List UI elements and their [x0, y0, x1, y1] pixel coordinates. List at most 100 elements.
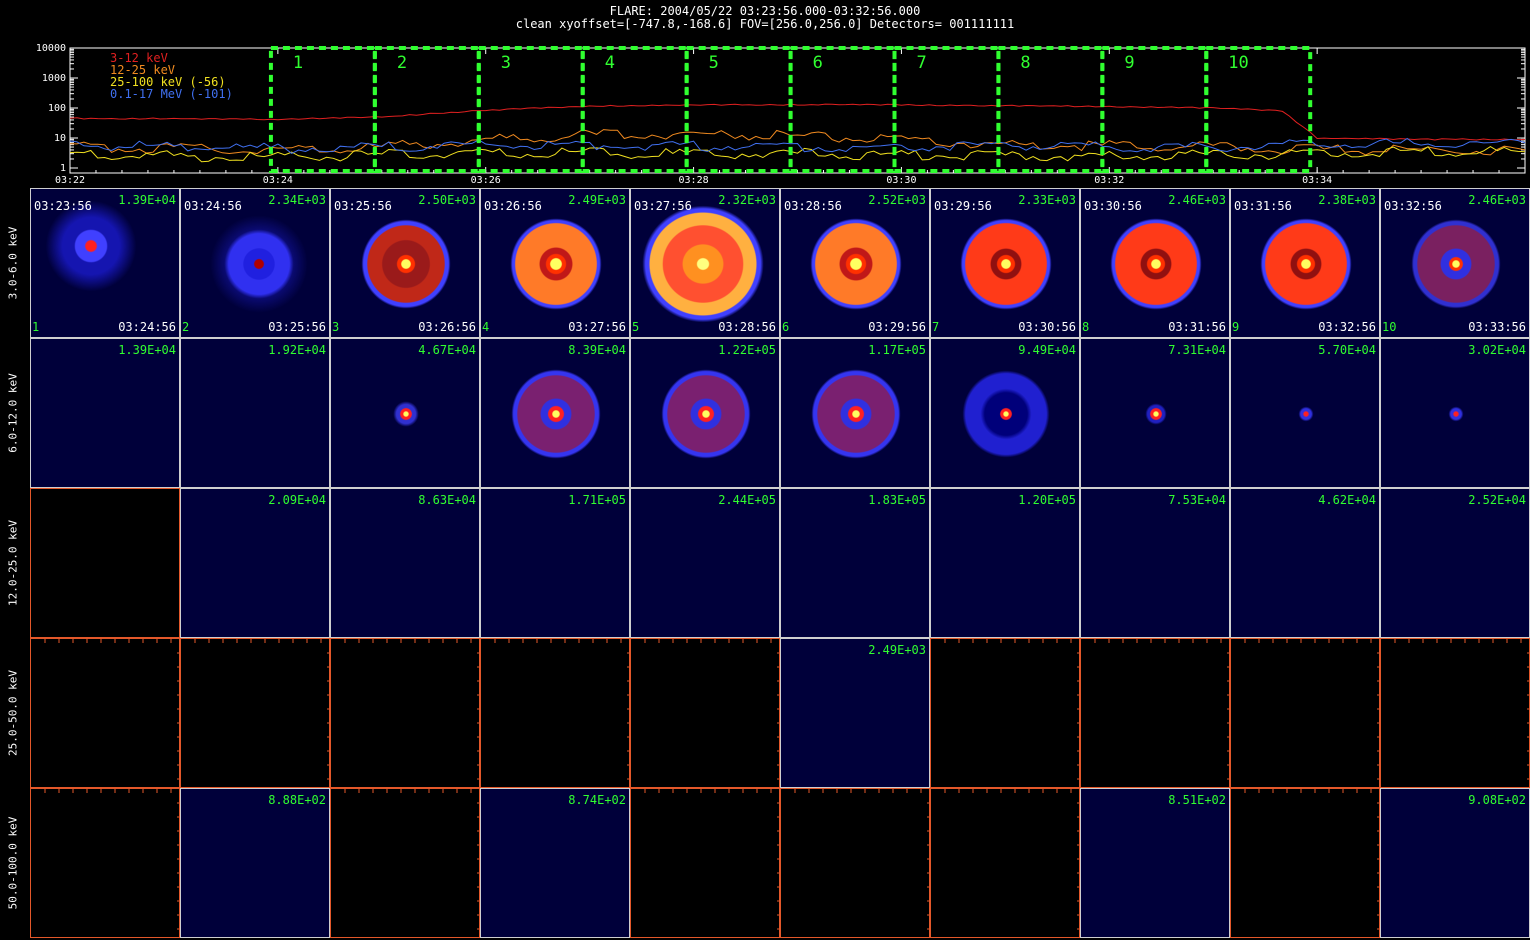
image-map [1081, 189, 1229, 337]
interval-label: 2 [397, 53, 407, 73]
max-value-label: 7.53E+04 [1168, 493, 1226, 507]
image-map [931, 189, 1079, 337]
max-value-label: 2.38E+03 [1318, 193, 1376, 207]
max-value-label: 8.88E+02 [268, 793, 326, 807]
interval-label: 8 [1020, 53, 1030, 73]
y-tick-label: 100 [48, 103, 66, 114]
image-panel: 5.70E+04 [1230, 338, 1380, 488]
lightcurve-frame [69, 47, 1526, 174]
image-panel: 1.39E+04 [30, 338, 180, 488]
max-value-label: 2.34E+03 [268, 193, 326, 207]
image-map [1081, 639, 1229, 787]
max-value-label: 2.46E+03 [1168, 193, 1226, 207]
empty-axis-ticks [1094, 639, 1229, 780]
image-panel [330, 638, 480, 788]
empty-axis-ticks [1244, 789, 1379, 930]
interval-label: 7 [917, 53, 927, 73]
max-value-label: 1.71E+05 [568, 493, 626, 507]
max-value-label: 2.44E+05 [718, 493, 776, 507]
max-value-label: 5.70E+04 [1318, 343, 1376, 357]
energy-band-label: 50.0-100.0 keV [0, 788, 26, 938]
image-map [1081, 789, 1229, 937]
image-panel [1380, 638, 1530, 788]
image-panel: 7.31E+04 [1080, 338, 1230, 488]
y-tick-label: 1 [60, 163, 66, 174]
max-value-label: 1.17E+05 [868, 343, 926, 357]
series-line [69, 129, 1526, 156]
max-value-label: 9.08E+02 [1468, 793, 1526, 807]
max-value-label: 7.31E+04 [1168, 343, 1226, 357]
start-time-label: 03:23:56 [34, 199, 92, 213]
image-map [481, 339, 629, 487]
empty-axis-ticks [944, 789, 1079, 930]
image-map [781, 339, 929, 487]
image-map [31, 339, 179, 487]
y-tick-label: 10000 [36, 43, 66, 54]
image-panel: 1.22E+05 [630, 338, 780, 488]
start-time-label: 03:27:56 [634, 199, 692, 213]
empty-axis-ticks [794, 789, 929, 930]
energy-band-text: 6.0-12.0 keV [6, 373, 20, 453]
interval-label: 6 [813, 53, 823, 73]
max-value-label: 8.39E+04 [568, 343, 626, 357]
image-map [1081, 339, 1229, 487]
image-map [781, 789, 929, 937]
image-grid: 1.39E+04 03:23:56 03:24:56 1 2.34E+03 03:24:5… [30, 188, 1530, 940]
image-map [481, 639, 629, 787]
max-value-label: 2.52E+04 [1468, 493, 1526, 507]
image-map [631, 639, 779, 787]
start-time-label: 03:32:56 [1384, 199, 1442, 213]
end-time-label: 03:31:56 [1168, 320, 1226, 334]
x-tick-label: 03:30 [886, 175, 916, 186]
image-panel: 8.63E+04 [330, 488, 480, 638]
series-line [69, 103, 1526, 141]
empty-axis-ticks [944, 639, 1079, 780]
image-map [1381, 339, 1529, 487]
empty-axis-ticks [194, 639, 329, 780]
image-panel: 8.88E+02 [180, 788, 330, 938]
image-panel [930, 788, 1080, 938]
image-map [31, 189, 179, 337]
empty-axis-ticks [44, 639, 179, 780]
x-tick-label: 03:22 [55, 175, 85, 186]
max-value-label: 2.52E+03 [868, 193, 926, 207]
image-panel: 2.49E+03 03:26:56 03:27:56 4 [480, 188, 630, 338]
image-panel: 2.52E+04 [1380, 488, 1530, 638]
interval-box [996, 46, 1105, 173]
x-tick-label: 03:28 [679, 175, 709, 186]
image-map [1231, 789, 1379, 937]
energy-band-label: 25.0-50.0 keV [0, 638, 26, 788]
interval-box [1100, 46, 1209, 173]
image-map [1231, 189, 1379, 337]
legend-entry: 0.1-17 MeV (-101) [110, 87, 233, 101]
image-map [1381, 639, 1529, 787]
image-panel [930, 638, 1080, 788]
image-panel: 2.38E+03 03:31:56 03:32:56 9 [1230, 188, 1380, 338]
max-value-label: 2.46E+03 [1468, 193, 1526, 207]
end-time-label: 03:27:56 [568, 320, 626, 334]
image-panel [780, 788, 930, 938]
energy-band-label: 3.0-6.0 keV [0, 188, 26, 338]
x-tick-label: 03:32 [1094, 175, 1124, 186]
x-tick-label: 03:24 [263, 175, 293, 186]
legend-entry: 3-12 keV [110, 51, 168, 65]
start-time-label: 03:31:56 [1234, 199, 1292, 213]
energy-band-text: 3.0-6.0 keV [6, 226, 20, 300]
image-panel: 2.46E+03 03:32:56 03:33:56 10 [1380, 188, 1530, 338]
image-map [331, 639, 479, 787]
image-panel: 2.09E+04 [180, 488, 330, 638]
interval-number-label: 6 [782, 320, 790, 334]
image-map [1381, 489, 1529, 637]
empty-axis-ticks [494, 639, 629, 780]
max-value-label: 9.49E+04 [1018, 343, 1076, 357]
image-map [181, 339, 329, 487]
image-map [181, 789, 329, 937]
image-map [31, 489, 179, 637]
image-panel: 9.08E+02 [1380, 788, 1530, 938]
end-time-label: 03:33:56 [1468, 320, 1526, 334]
interval-label: 4 [605, 53, 615, 73]
series-line [69, 137, 1526, 154]
image-map [1381, 789, 1529, 937]
interval-number-label: 2 [182, 320, 190, 334]
image-panel: 2.33E+03 03:29:56 03:30:56 7 [930, 188, 1080, 338]
